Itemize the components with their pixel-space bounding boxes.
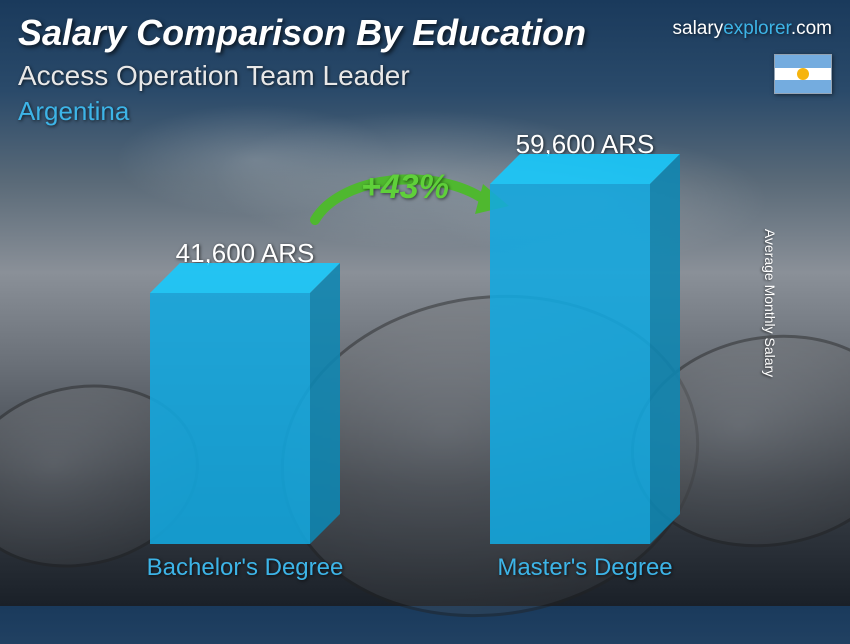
brand-part1: salary [673, 18, 724, 39]
increase-percent: +43% [361, 168, 449, 207]
bar-category-label: Master's Degree [497, 554, 672, 582]
bar-bachelors: 41,600 ARS Bachelor's Degree [150, 293, 340, 544]
increase-indicator: +43% [295, 160, 515, 245]
brand-part3: .com [791, 18, 832, 39]
flag-icon [774, 54, 832, 94]
flag-stripe-bot [775, 80, 831, 93]
bar-category-label: Bachelor's Degree [147, 554, 344, 582]
country-name: Argentina [18, 96, 832, 127]
salary-bar-chart: +43% 41,600 ARS Bachelor's Degree 59,600… [0, 160, 810, 588]
brand-part2: explorer [723, 18, 791, 39]
flag-sun-icon [797, 68, 809, 80]
flag-stripe-top [775, 55, 831, 68]
job-title: Access Operation Team Leader [18, 60, 832, 92]
bar-masters: 59,600 ARS Master's Degree [490, 184, 680, 544]
brand-logo: salaryexplorer.com [673, 18, 832, 40]
